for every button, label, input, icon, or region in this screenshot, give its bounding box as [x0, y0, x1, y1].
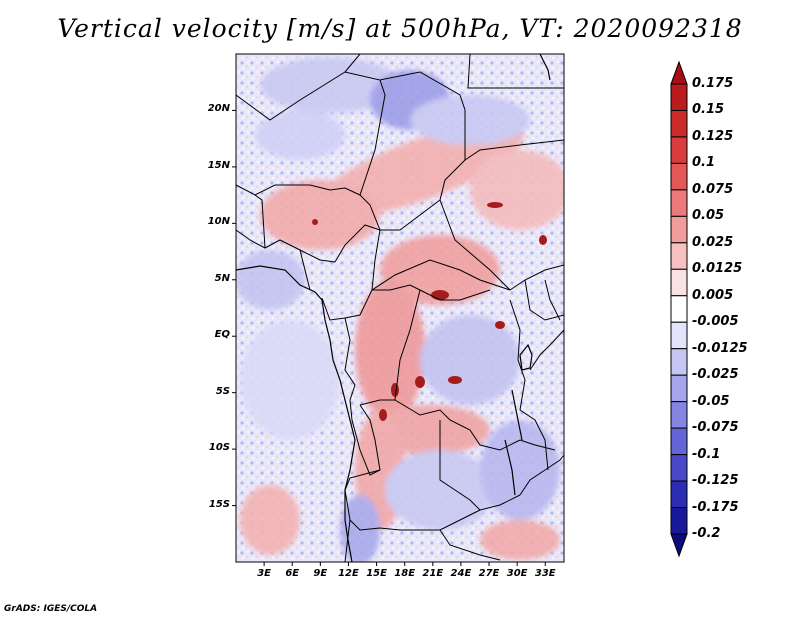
colorbar-label: 0.175	[692, 76, 734, 91]
colorbar-label: 0.1	[692, 155, 716, 171]
colorbar-label: 0.005	[692, 287, 734, 303]
colorbar-segment	[670, 401, 688, 429]
colorbar-segment	[670, 374, 688, 403]
lat-tick-label: 15N	[207, 159, 230, 171]
colorbar-segment	[670, 268, 688, 297]
lon-tick-label: 30E	[506, 568, 528, 579]
lat-tick-label: EQ	[214, 329, 230, 341]
colorbar-segment	[670, 348, 688, 376]
lon-tick-label: 15E	[366, 568, 387, 579]
colorbar-segment	[670, 427, 688, 456]
colorbar-label: -0.075	[692, 420, 739, 436]
lon-tick-label: 6E	[285, 568, 300, 579]
colorbar-segment	[670, 480, 688, 509]
colorbar-label: 0.0125	[692, 261, 743, 277]
lon-tick-label: 9E	[313, 568, 328, 579]
colorbar-label: -0.05	[692, 393, 730, 409]
coastlines	[236, 54, 551, 562]
colorbar-segment	[670, 295, 688, 323]
lat-tick-label: 20N	[207, 103, 230, 115]
colorbar-segment	[670, 321, 688, 350]
lon-tick-label: 27E	[478, 568, 500, 579]
colorbar-segment	[670, 136, 688, 164]
colorbar-top-arrow	[670, 60, 688, 85]
colorbar-segment	[670, 215, 688, 244]
country-borders	[236, 54, 564, 562]
colorbar-segment	[670, 189, 688, 217]
map-title: Vertical velocity [m/s] at 500hPa, VT: 2…	[57, 14, 743, 43]
credit-text: GrADS: IGES/COLA	[4, 604, 98, 614]
lat-tick-label: 5N	[214, 272, 230, 284]
lon-tick-label: 3E	[257, 568, 271, 579]
map-frame	[235, 53, 565, 563]
colorbar-label: -0.175	[692, 499, 739, 515]
lon-tick-label: 24E	[450, 568, 472, 579]
colorbar-label: 0.025	[692, 234, 734, 250]
colorbar-label: -0.025	[692, 367, 739, 383]
lon-tick-label: 18E	[394, 568, 416, 579]
lat-tick-label: 10S	[208, 442, 230, 454]
colorbar-label: -0.0125	[692, 340, 748, 356]
colorbar-segment	[670, 109, 688, 138]
colorbar-label: 0.125	[692, 128, 734, 144]
colorbar-label: -0.005	[692, 314, 739, 330]
colorbar-label: 0.15	[692, 102, 725, 118]
lon-tick-label: 12E	[338, 568, 359, 579]
colorbar-label: 0.05	[692, 208, 725, 224]
colorbar-segment	[670, 162, 688, 191]
velocity-field	[236, 54, 564, 562]
colorbar-label: -0.1	[692, 446, 721, 462]
colorbar-segment	[670, 507, 688, 535]
colorbar-segment	[670, 454, 688, 482]
lat-tick-label: 10N	[207, 216, 230, 228]
colorbar-segment	[670, 83, 688, 111]
lon-tick-label: 33E	[534, 568, 556, 579]
lon-tick-label: 21E	[422, 568, 444, 579]
colorbar-label: -0.125	[692, 473, 739, 489]
colorbar-label: 0.075	[692, 181, 734, 197]
lat-tick-label: 15S	[208, 498, 230, 510]
colorbar-segment	[670, 242, 688, 270]
colorbar	[670, 60, 688, 558]
lat-tick-label: 5S	[215, 385, 230, 397]
colorbar-bottom-arrow	[670, 533, 688, 558]
colorbar-label: -0.2	[692, 526, 721, 541]
